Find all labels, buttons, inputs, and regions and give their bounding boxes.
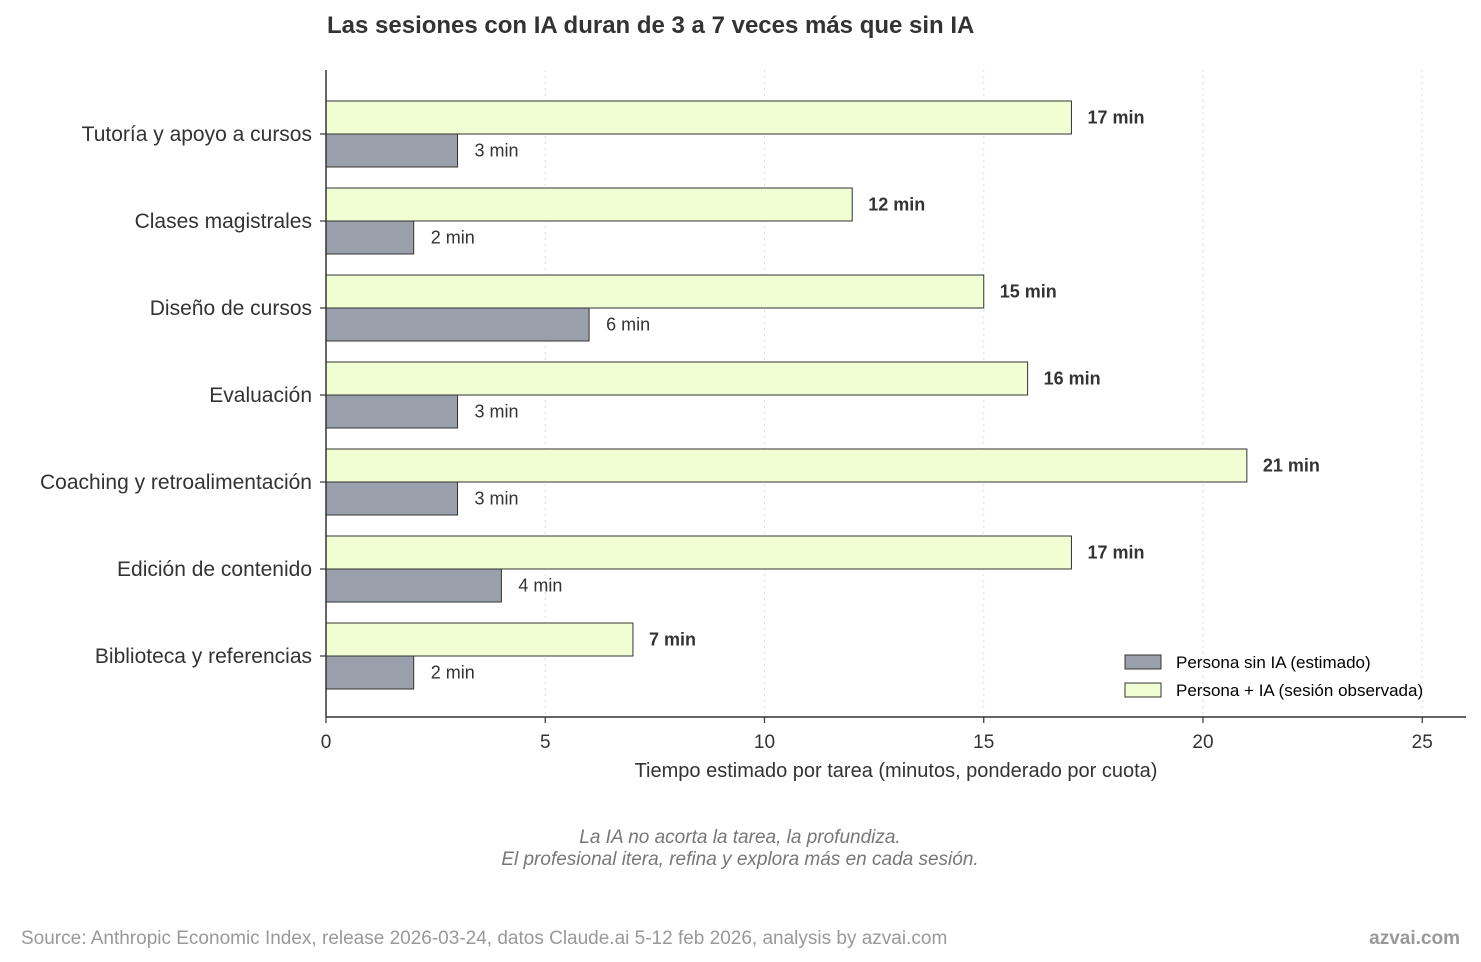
- category-labels: Tutoría y apoyo a cursos Clases magistral…: [40, 123, 326, 668]
- bar-con-ia: [325, 100, 1072, 135]
- category-label: Edición de contenido: [117, 558, 312, 581]
- legend-swatch-sin-ia: [1124, 654, 1162, 670]
- data-label-sin-ia: 3 min: [475, 402, 519, 422]
- bar-sin-ia: [325, 220, 415, 255]
- x-ticks: 0 5 10 15 20 25: [321, 717, 1433, 753]
- data-label-con-ia: 12 min: [868, 195, 925, 215]
- category-label: Coaching y retroalimentación: [40, 471, 312, 494]
- x-tick-label: 5: [540, 732, 551, 753]
- data-label-sin-ia: 3 min: [475, 141, 519, 161]
- bar-sin-ia: [325, 568, 502, 603]
- bar-sin-ia: [325, 307, 590, 342]
- bar-con-ia: [325, 448, 1248, 483]
- annotation-line-1: La IA no acorta la tarea, la profundiza.: [579, 827, 900, 848]
- data-label-sin-ia: 2 min: [431, 228, 475, 248]
- data-label-sin-ia: 6 min: [606, 315, 650, 335]
- category-label: Evaluación: [209, 384, 312, 407]
- data-label-con-ia: 15 min: [1000, 282, 1057, 302]
- brand-label: azvai.com: [1369, 928, 1460, 949]
- data-label-con-ia: 17 min: [1087, 108, 1144, 128]
- bar-sin-ia: [325, 655, 415, 690]
- x-tick-label: 15: [973, 732, 994, 753]
- data-label-con-ia: 7 min: [649, 630, 696, 650]
- data-label-sin-ia: 3 min: [475, 489, 519, 509]
- x-tick-label: 10: [754, 732, 775, 753]
- data-label-con-ia: 21 min: [1263, 456, 1320, 476]
- x-tick-label: 20: [1192, 732, 1213, 753]
- category-label: Diseño de cursos: [150, 297, 312, 320]
- bar-con-ia: [325, 274, 985, 309]
- bar-sin-ia: [325, 481, 459, 516]
- legend: Persona sin IA (estimado) Persona + IA (…: [1124, 653, 1423, 700]
- legend-swatch-con-ia: [1124, 682, 1162, 698]
- annotation-line-2: El profesional itera, refina y explora m…: [501, 849, 978, 870]
- legend-label-sin-ia: Persona sin IA (estimado): [1176, 653, 1371, 672]
- axes: [325, 70, 1466, 718]
- x-tick-label: 25: [1412, 732, 1433, 753]
- data-label-sin-ia: 2 min: [431, 663, 475, 683]
- bar-con-ia: [325, 187, 853, 222]
- bar-con-ia: [325, 535, 1072, 570]
- data-label-con-ia: 16 min: [1044, 369, 1101, 389]
- data-label-con-ia: 17 min: [1087, 543, 1144, 563]
- bar-sin-ia: [325, 133, 459, 168]
- x-tick-label: 0: [321, 732, 332, 753]
- x-axis-label: Tiempo estimado por tarea (minutos, pond…: [635, 760, 1158, 782]
- bars: 17 min 3 min 12 min 2 min 15 min 6 min 16 min 3…: [325, 100, 1320, 690]
- source-note: Source: Anthropic Economic Index, releas…: [21, 928, 947, 949]
- bar-con-ia: [325, 622, 634, 657]
- legend-label-con-ia: Persona + IA (sesión observada): [1176, 681, 1423, 700]
- data-label-sin-ia: 4 min: [518, 576, 562, 596]
- chart-title: Las sesiones con IA duran de 3 a 7 veces…: [327, 12, 974, 39]
- category-label: Tutoría y apoyo a cursos: [82, 123, 312, 146]
- bar-con-ia: [325, 361, 1029, 396]
- bar-sin-ia: [325, 394, 459, 429]
- category-label: Biblioteca y referencias: [95, 645, 312, 668]
- category-label: Clases magistrales: [135, 210, 312, 233]
